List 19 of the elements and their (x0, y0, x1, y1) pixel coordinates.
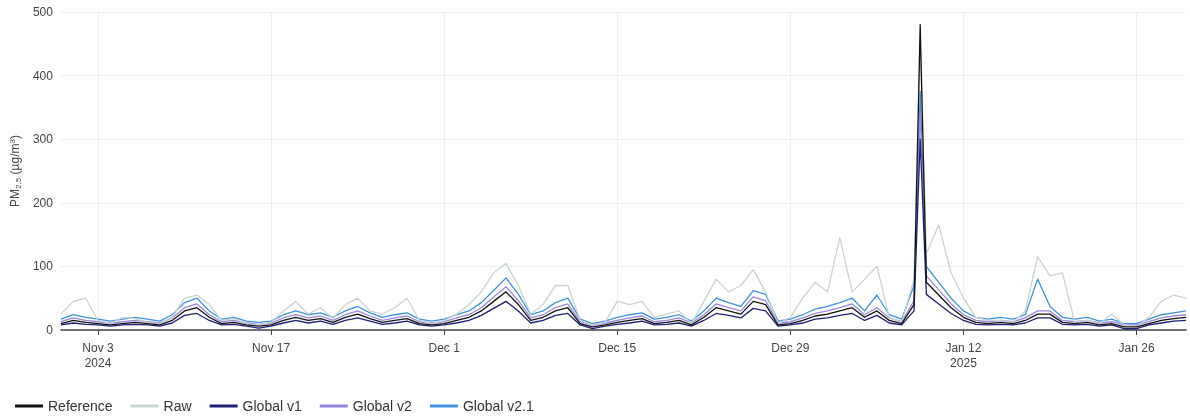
x-tick-label: Nov 3 2024 (82, 340, 115, 370)
y-tick-label: 300 (32, 132, 54, 147)
legend-label: Global v2 (352, 398, 413, 414)
x-tick-label: Nov 17 (252, 340, 291, 355)
y-tick-label: 0 (46, 323, 54, 337)
y-tick-label: 200 (32, 195, 54, 210)
legend-label: Global v2.1 (462, 398, 534, 414)
x-tick-label: Jan 26 (1118, 340, 1155, 355)
y-tick-label: 500 (32, 5, 54, 19)
x-tick-label: Dec 15 (598, 340, 637, 355)
y-tick-label: 100 (32, 259, 54, 274)
x-tick-label: Jan 12 2025 (945, 340, 982, 370)
y-tick-label: 400 (32, 68, 54, 83)
y-axis-title: PM2.5 (µg/m3) (7, 135, 23, 207)
legend-label: Raw (163, 398, 193, 414)
legend-label: Global v1 (242, 398, 302, 414)
x-tick-label: Dec 29 (771, 340, 810, 355)
x-tick-label: Dec 1 (428, 340, 461, 355)
legend-label: Reference (48, 398, 113, 414)
